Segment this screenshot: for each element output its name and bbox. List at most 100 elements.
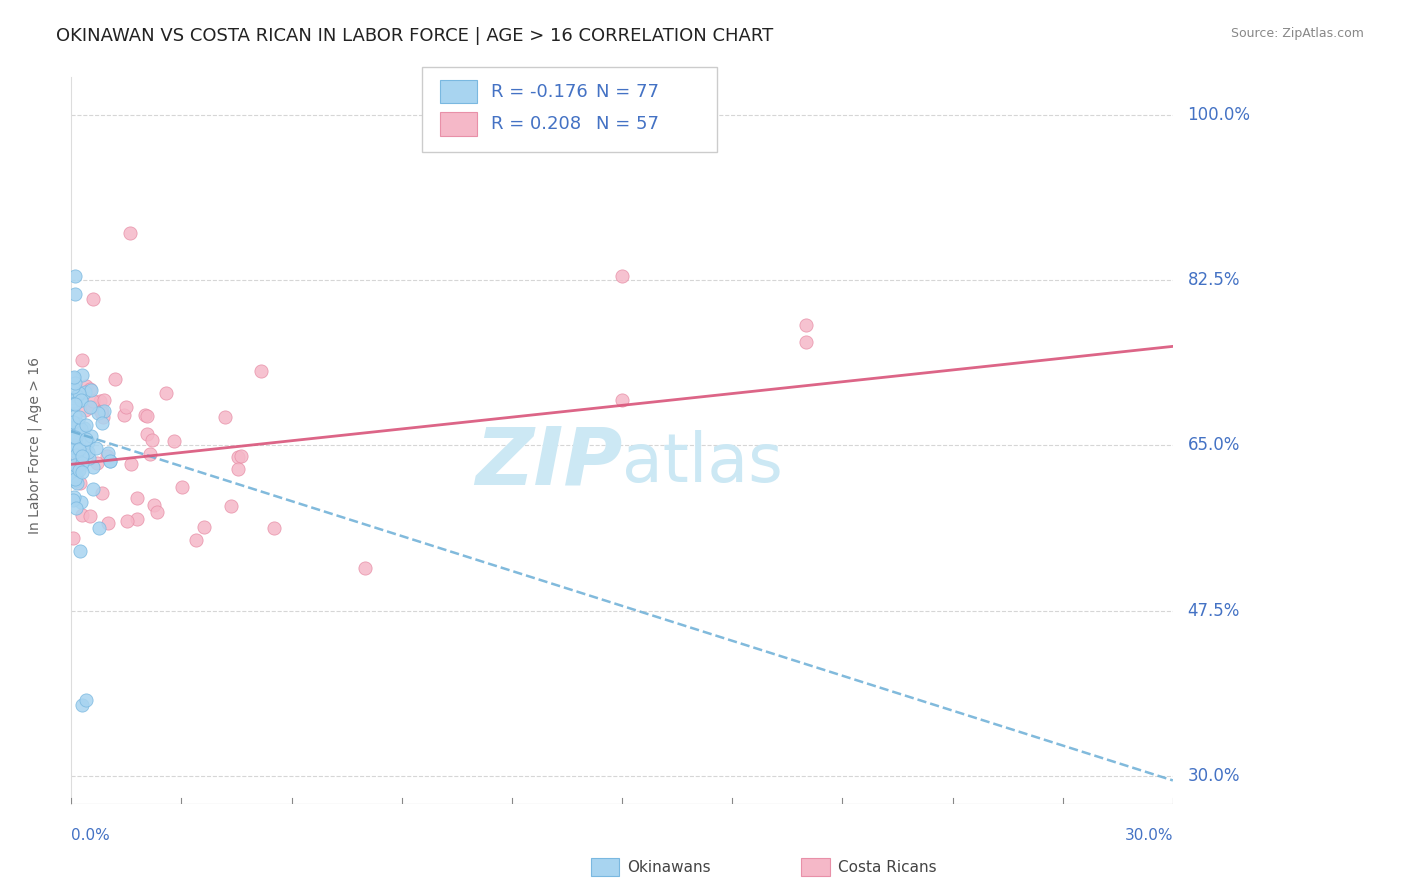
Text: Okinawans: Okinawans	[627, 860, 710, 874]
Point	[229, 449, 252, 463]
Point	[127, 491, 149, 505]
Text: Costa Ricans: Costa Ricans	[838, 860, 936, 874]
Point	[70, 454, 93, 468]
Point	[120, 457, 142, 471]
Point	[610, 268, 633, 283]
Point	[62, 371, 84, 385]
Point	[75, 379, 97, 393]
Point	[115, 514, 138, 528]
Point	[62, 437, 84, 451]
Point	[72, 456, 94, 470]
Point	[82, 483, 104, 497]
Text: 100.0%: 100.0%	[1188, 106, 1250, 124]
Point	[65, 474, 87, 488]
Point	[70, 422, 93, 436]
Point	[82, 292, 104, 306]
Text: 30.0%: 30.0%	[1188, 767, 1240, 785]
Point	[73, 420, 96, 434]
Point	[70, 392, 93, 407]
Point	[91, 410, 114, 425]
Point	[65, 409, 87, 423]
Point	[134, 408, 156, 422]
Point	[70, 368, 93, 382]
Point	[62, 463, 84, 477]
Point	[82, 394, 104, 409]
Point	[226, 462, 249, 476]
Point	[67, 422, 90, 436]
Point	[67, 434, 90, 448]
Point	[67, 458, 90, 473]
Point	[67, 442, 90, 456]
Text: Source: ZipAtlas.com: Source: ZipAtlas.com	[1230, 27, 1364, 40]
Point	[72, 698, 94, 712]
Point	[70, 495, 93, 509]
Point	[93, 392, 115, 407]
Point	[80, 400, 103, 414]
Point	[77, 435, 100, 450]
Point	[72, 352, 94, 367]
Text: 47.5%: 47.5%	[1188, 601, 1240, 620]
Point	[90, 404, 112, 418]
Point	[66, 417, 89, 431]
Point	[794, 318, 817, 332]
Point	[75, 693, 97, 707]
Text: 65.0%: 65.0%	[1188, 436, 1240, 454]
Point	[125, 512, 148, 526]
Point	[79, 450, 101, 465]
Point	[86, 406, 108, 420]
Point	[98, 454, 121, 468]
Point	[75, 433, 97, 447]
Point	[221, 499, 243, 513]
Point	[610, 392, 633, 407]
Point	[97, 516, 120, 531]
Text: R = -0.176: R = -0.176	[491, 83, 588, 101]
Point	[112, 409, 135, 423]
Point	[62, 415, 84, 429]
Point	[63, 286, 86, 301]
Point	[82, 460, 104, 475]
Point	[73, 385, 96, 400]
Point	[62, 380, 84, 394]
Point	[172, 480, 194, 494]
Point	[62, 442, 84, 457]
Point	[70, 508, 93, 522]
Point	[794, 334, 817, 349]
Point	[65, 376, 87, 390]
Point	[79, 428, 101, 442]
Point	[141, 434, 163, 448]
Point	[62, 397, 84, 411]
Point	[62, 415, 84, 429]
Point	[75, 402, 97, 417]
Point	[89, 394, 111, 409]
Point	[63, 396, 86, 410]
Point	[62, 370, 84, 384]
Point	[79, 382, 101, 396]
Point	[80, 383, 103, 397]
Point	[63, 472, 86, 486]
Point	[62, 438, 84, 452]
Point	[228, 450, 250, 464]
Point	[90, 405, 112, 419]
Point	[79, 509, 101, 524]
Point	[96, 449, 118, 463]
Point	[63, 397, 86, 411]
Point	[72, 466, 94, 480]
Point	[63, 456, 86, 470]
Point	[354, 561, 377, 575]
Text: 0.0%: 0.0%	[72, 828, 110, 843]
Point	[63, 429, 86, 443]
Point	[66, 389, 89, 403]
Point	[62, 531, 84, 545]
Point	[67, 423, 90, 437]
Point	[104, 372, 127, 386]
Point	[70, 393, 93, 408]
Point	[63, 268, 86, 283]
Point	[62, 430, 84, 444]
Point	[62, 490, 84, 504]
Point	[79, 401, 101, 415]
Point	[75, 446, 97, 460]
Point	[66, 475, 89, 490]
Text: OKINAWAN VS COSTA RICAN IN LABOR FORCE | AGE > 16 CORRELATION CHART: OKINAWAN VS COSTA RICAN IN LABOR FORCE |…	[56, 27, 773, 45]
Point	[62, 492, 84, 507]
Point	[66, 447, 89, 461]
